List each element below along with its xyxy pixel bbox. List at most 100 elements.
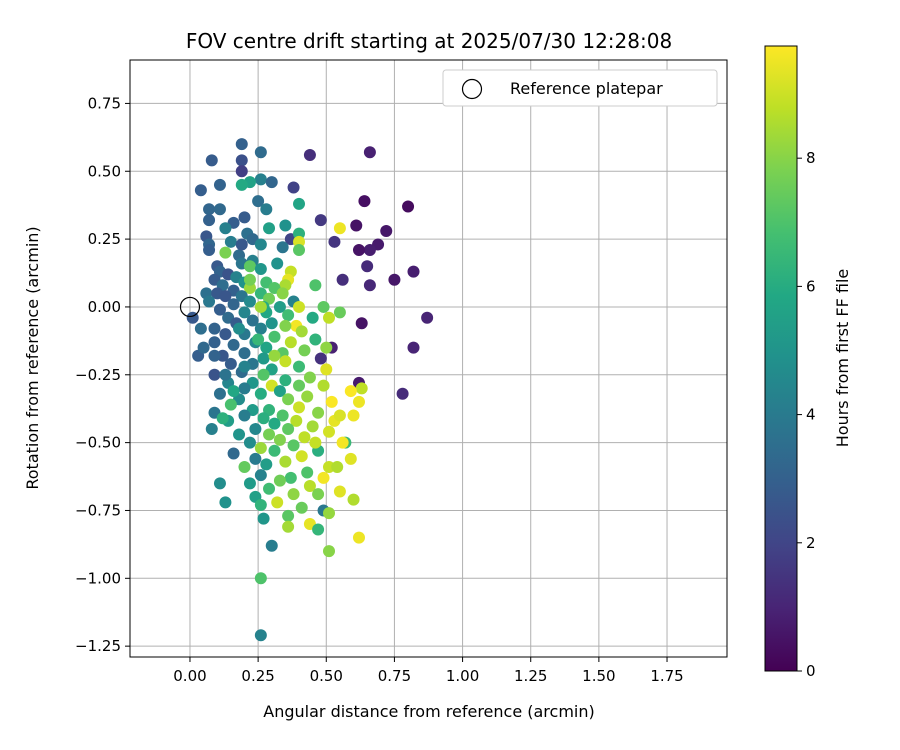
data-point bbox=[320, 363, 333, 376]
data-point bbox=[268, 417, 281, 430]
data-point bbox=[333, 222, 346, 235]
data-point bbox=[407, 265, 420, 278]
data-point bbox=[317, 300, 330, 313]
data-point bbox=[287, 439, 300, 452]
data-point bbox=[203, 243, 216, 256]
colorbar-ticks: 0 2 4 6 8 bbox=[797, 149, 816, 680]
data-point bbox=[257, 512, 270, 525]
data-point bbox=[301, 390, 314, 403]
x-tick-label: 1.25 bbox=[514, 667, 547, 685]
data-point bbox=[347, 409, 360, 422]
y-tick-label: 0.25 bbox=[88, 230, 121, 248]
data-point bbox=[303, 371, 316, 384]
data-point bbox=[279, 219, 292, 232]
data-point bbox=[323, 311, 335, 324]
data-point bbox=[254, 173, 267, 186]
data-point bbox=[197, 341, 210, 354]
data-point bbox=[219, 290, 232, 303]
data-point bbox=[260, 203, 273, 216]
data-point bbox=[265, 176, 278, 189]
data-point bbox=[325, 395, 338, 408]
legend-box bbox=[442, 69, 718, 107]
x-tick-label: 0.50 bbox=[310, 667, 343, 685]
data-point bbox=[216, 412, 229, 425]
data-points bbox=[186, 138, 434, 642]
data-point bbox=[282, 393, 295, 406]
data-point bbox=[224, 235, 237, 248]
colorbar-tick-label: 2 bbox=[806, 534, 816, 552]
y-tick-label: −0.75 bbox=[75, 501, 121, 519]
data-point bbox=[219, 246, 232, 259]
data-point bbox=[276, 241, 289, 254]
y-tick-label: 0.50 bbox=[88, 162, 121, 180]
data-point bbox=[323, 425, 335, 438]
data-point bbox=[271, 496, 284, 509]
data-point bbox=[252, 333, 265, 346]
legend-marker bbox=[461, 78, 483, 100]
data-point bbox=[336, 436, 349, 449]
x-axis-ticks: 0.00 0.25 0.50 0.75 1.00 1.25 1.50 1.75 bbox=[173, 657, 684, 685]
data-point bbox=[282, 520, 295, 533]
data-point bbox=[333, 306, 346, 319]
data-point bbox=[309, 436, 322, 449]
data-point bbox=[320, 341, 333, 354]
data-point bbox=[265, 317, 278, 330]
data-point bbox=[268, 330, 281, 343]
data-point bbox=[273, 385, 286, 398]
data-point bbox=[243, 273, 256, 286]
data-point bbox=[224, 357, 237, 370]
y-axis-ticks: 0.75 0.50 0.25 0.00 −0.25 −0.50 −0.75 −1.00 −1.2… bbox=[75, 94, 130, 655]
data-point bbox=[347, 493, 360, 506]
data-point bbox=[263, 222, 276, 235]
data-point bbox=[257, 352, 270, 365]
colorbar-tick-label: 6 bbox=[806, 277, 816, 295]
data-point bbox=[213, 178, 226, 191]
data-point bbox=[235, 238, 248, 251]
data-point bbox=[219, 368, 232, 381]
data-point bbox=[235, 165, 248, 178]
data-point bbox=[312, 488, 325, 501]
data-point bbox=[358, 195, 371, 208]
data-point bbox=[363, 146, 376, 159]
data-point bbox=[254, 322, 267, 335]
data-point bbox=[205, 154, 218, 167]
chart-title: FOV centre drift starting at 2025/07/30 … bbox=[186, 29, 672, 53]
data-point bbox=[323, 507, 335, 520]
data-point bbox=[293, 243, 306, 256]
data-point bbox=[238, 382, 251, 395]
data-point bbox=[243, 295, 256, 308]
data-point bbox=[363, 279, 376, 292]
data-point bbox=[355, 382, 368, 395]
colorbar-tick-label: 4 bbox=[806, 406, 816, 424]
data-point bbox=[273, 433, 286, 446]
data-point bbox=[317, 471, 330, 484]
data-point bbox=[293, 197, 306, 210]
data-point bbox=[295, 325, 308, 338]
plot-frame bbox=[129, 59, 728, 658]
data-point bbox=[233, 322, 246, 335]
data-point bbox=[290, 414, 303, 427]
data-point bbox=[298, 344, 311, 357]
data-point bbox=[303, 480, 316, 493]
data-point bbox=[363, 243, 376, 256]
data-point bbox=[243, 260, 256, 273]
data-point bbox=[203, 203, 216, 216]
data-point bbox=[317, 379, 330, 392]
data-point bbox=[293, 360, 306, 373]
y-tick-label: −1.00 bbox=[75, 569, 121, 587]
data-point bbox=[380, 224, 393, 237]
data-point bbox=[257, 368, 270, 381]
data-point bbox=[276, 287, 289, 300]
colorbar-tick-label: 8 bbox=[806, 149, 816, 167]
data-point bbox=[208, 336, 221, 349]
data-point bbox=[314, 352, 327, 365]
data-point bbox=[287, 181, 300, 194]
data-point bbox=[238, 461, 251, 474]
data-point bbox=[336, 273, 349, 286]
data-point bbox=[352, 531, 365, 544]
data-point bbox=[227, 338, 240, 351]
data-point bbox=[213, 303, 226, 316]
data-point bbox=[388, 273, 401, 286]
data-point bbox=[243, 436, 256, 449]
reference-marker bbox=[179, 296, 201, 318]
